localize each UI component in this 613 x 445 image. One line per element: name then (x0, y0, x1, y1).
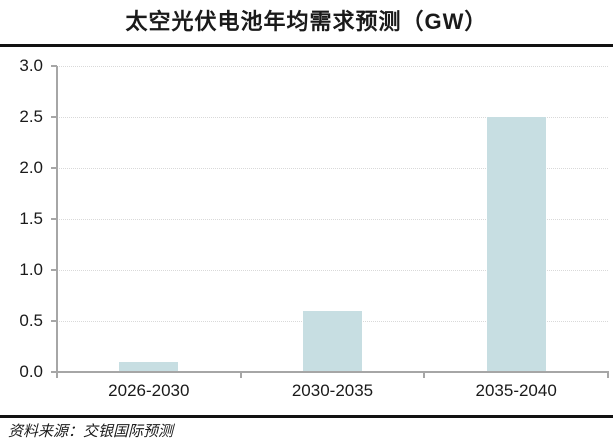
bar-chart-plot: 0.0 0.5 1.0 1.5 2.0 2.5 3.0 2026-2030 2030-2035 2… (0, 56, 613, 406)
x-axis-tick (423, 372, 426, 378)
y-tick-label: 1.5 (19, 209, 43, 228)
x-axis-tick (56, 372, 58, 378)
gridline (57, 168, 608, 169)
gridline (57, 219, 608, 220)
y-tick-label: 2.5 (19, 107, 43, 126)
bottom-rule (0, 415, 613, 418)
x-tick-label: 2026-2030 (108, 381, 190, 400)
y-axis-tick (51, 218, 57, 220)
gridline (57, 66, 608, 67)
y-axis-tick (51, 371, 57, 373)
x-axis-tick (607, 372, 609, 378)
y-axis-line (56, 66, 58, 372)
x-axis-line (56, 371, 609, 373)
y-tick-label: 1.0 (19, 260, 43, 279)
source-note: 资料来源：交银国际预测 (8, 424, 174, 440)
gridline (57, 270, 608, 271)
x-tick-label: 2035-2040 (475, 381, 557, 400)
y-tick-label: 2.0 (19, 158, 43, 177)
x-tick-label: 2030-2035 (291, 381, 374, 400)
bar-2030-2035 (303, 310, 362, 371)
y-tick-label: 3.0 (19, 56, 43, 75)
top-rule (0, 44, 613, 47)
gridline (57, 117, 608, 118)
y-axis-tick (51, 116, 57, 118)
x-axis-tick (239, 372, 242, 378)
y-axis-tick (51, 320, 57, 322)
y-axis-tick (51, 167, 57, 169)
y-tick-label: 0.0 (19, 362, 43, 381)
y-axis-tick (51, 65, 57, 67)
bar-2035-2040 (486, 117, 546, 371)
y-axis-tick (51, 269, 57, 271)
chart-title: 太空光伏电池年均需求预测（GW） (125, 9, 488, 34)
bar-2026-2030 (119, 361, 179, 371)
y-tick-label: 0.5 (19, 311, 43, 330)
